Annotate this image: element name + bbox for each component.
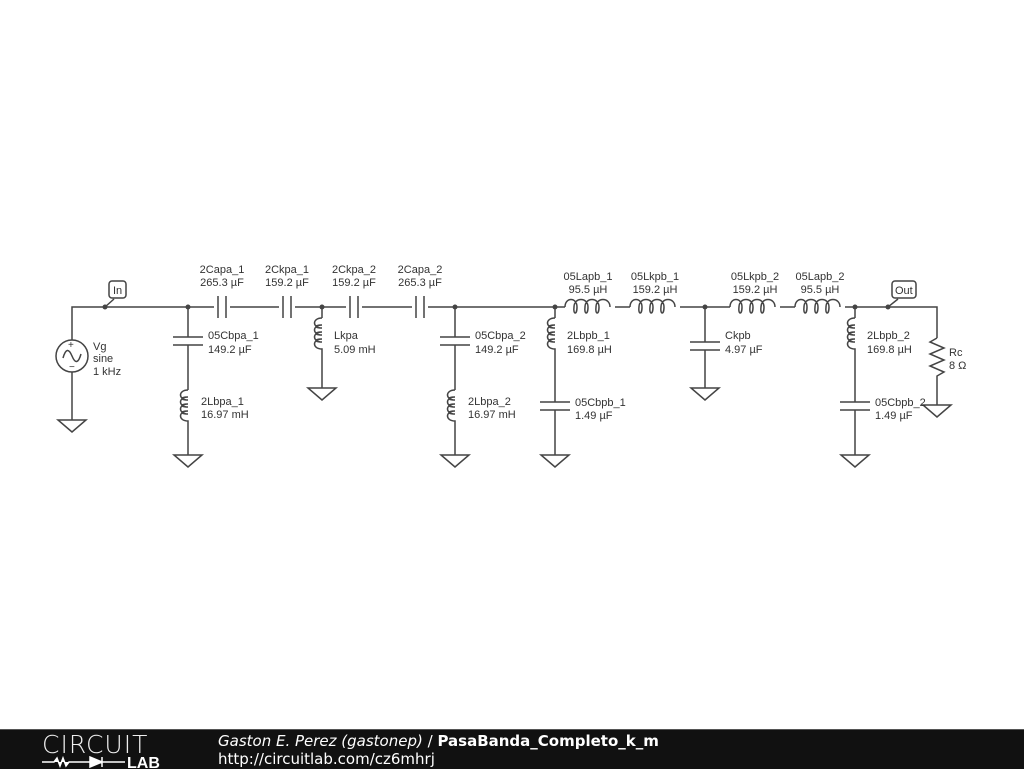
svg-text:05Cbpa_1: 05Cbpa_1 <box>208 330 259 342</box>
svg-text:265.3 µF: 265.3 µF <box>398 277 442 289</box>
svg-text:05Lapb_2: 05Lapb_2 <box>796 271 845 283</box>
separator: / <box>422 732 438 750</box>
svg-text:2Capa_1: 2Capa_1 <box>200 264 245 276</box>
svg-text:8 Ω: 8 Ω <box>949 360 966 372</box>
svg-text:2Lbpb_1: 2Lbpb_1 <box>567 330 610 342</box>
svg-text:+: + <box>68 340 74 351</box>
svg-text:95.5 µH: 95.5 µH <box>569 284 608 296</box>
footer-bar: CIRCUIT LAB Gaston E. Perez (gastonep) /… <box>0 729 1024 769</box>
svg-text:2Lbpb_2: 2Lbpb_2 <box>867 330 910 342</box>
ground-icons <box>55 387 954 468</box>
svg-text:2Ckpa_2: 2Ckpa_2 <box>332 264 376 276</box>
svg-text:95.5 µH: 95.5 µH <box>801 284 840 296</box>
svg-text:265.3 µF: 265.3 µF <box>200 277 244 289</box>
footer-title-line: Gaston E. Perez (gastonep) / PasaBanda_C… <box>218 732 659 750</box>
svg-text:159.2 µH: 159.2 µH <box>733 284 778 296</box>
svg-text:1.49 µF: 1.49 µF <box>575 410 613 422</box>
svg-text:Ckpb: Ckpb <box>725 330 751 342</box>
inductor-icons[interactable] <box>179 298 856 431</box>
svg-text:169.8 µH: 169.8 µH <box>567 344 612 356</box>
svg-text:Lkpa: Lkpa <box>334 330 359 342</box>
capacitor-icons[interactable] <box>173 296 870 411</box>
svg-text:2Lbpa_1: 2Lbpa_1 <box>201 396 244 408</box>
svg-text:2Lbpa_2: 2Lbpa_2 <box>468 396 511 408</box>
svg-text:05Cbpb_2: 05Cbpb_2 <box>875 397 926 409</box>
svg-text:16.97 mH: 16.97 mH <box>468 409 516 421</box>
circuit-url[interactable]: http://circuitlab.com/cz6mhrj <box>218 750 435 768</box>
svg-text:05Lapb_1: 05Lapb_1 <box>564 271 613 283</box>
sine-source-icon[interactable]: +− <box>55 339 89 373</box>
svg-text:159.2 µH: 159.2 µH <box>633 284 678 296</box>
resistor-icon[interactable] <box>928 337 946 378</box>
circuitlab-logo[interactable]: CIRCUIT <box>42 730 149 759</box>
svg-text:169.8 µH: 169.8 µH <box>867 344 912 356</box>
svg-text:Rc: Rc <box>949 347 963 359</box>
source-frequency: 1 kHz <box>93 366 121 378</box>
svg-text:1.49 µF: 1.49 µF <box>875 410 913 422</box>
svg-text:LAB: LAB <box>127 755 160 768</box>
net-label-in[interactable]: In <box>104 280 127 308</box>
circuit-title[interactable]: PasaBanda_Completo_k_m <box>437 732 659 750</box>
svg-text:149.2 µF: 149.2 µF <box>475 344 519 356</box>
svg-text:149.2 µF: 149.2 µF <box>208 344 252 356</box>
svg-text:5.09 mH: 5.09 mH <box>334 344 376 356</box>
svg-text:159.2 µF: 159.2 µF <box>265 277 309 289</box>
svg-text:159.2 µF: 159.2 µF <box>332 277 376 289</box>
net-label-out[interactable]: Out <box>887 280 917 308</box>
source-name: Vg <box>93 341 106 353</box>
svg-text:16.97 mH: 16.97 mH <box>201 409 249 421</box>
svg-text:05Cbpb_1: 05Cbpb_1 <box>575 397 626 409</box>
svg-text:4.97 µF: 4.97 µF <box>725 344 763 356</box>
svg-text:05Cbpa_2: 05Cbpa_2 <box>475 330 526 342</box>
author-name[interactable]: Gaston E. Perez (gastonep) <box>218 732 423 750</box>
svg-text:−: − <box>69 362 75 373</box>
source-type: sine <box>93 353 113 365</box>
svg-text:Out: Out <box>895 285 913 297</box>
svg-text:2Ckpa_1: 2Ckpa_1 <box>265 264 309 276</box>
circuitlab-logo-symbol: LAB <box>42 755 160 768</box>
svg-text:05Lkpb_1: 05Lkpb_1 <box>631 271 679 283</box>
svg-text:In: In <box>113 285 122 297</box>
svg-text:2Capa_2: 2Capa_2 <box>398 264 443 276</box>
svg-text:05Lkpb_2: 05Lkpb_2 <box>731 271 779 283</box>
